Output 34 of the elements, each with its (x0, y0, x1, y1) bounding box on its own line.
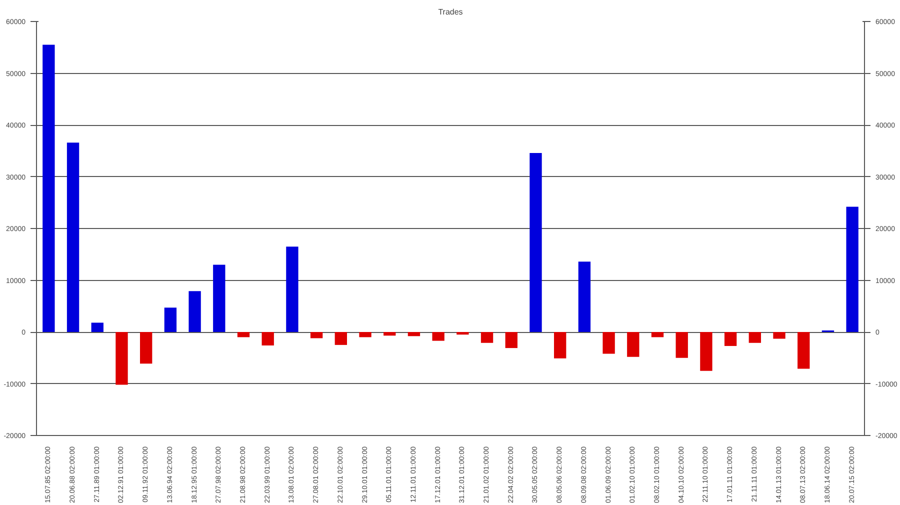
bar (530, 152, 542, 332)
bar (700, 332, 712, 371)
bar (408, 332, 420, 336)
bar (164, 308, 177, 332)
bar (42, 44, 55, 332)
bar (116, 332, 128, 385)
bar (286, 246, 298, 332)
bar (724, 332, 737, 346)
bar (773, 332, 786, 339)
bar (846, 206, 858, 332)
bar (140, 332, 152, 364)
bar (505, 332, 518, 348)
bar (456, 332, 469, 335)
bar (578, 262, 591, 332)
bar (651, 332, 664, 338)
bar (334, 332, 347, 345)
bar (66, 142, 80, 332)
bar (798, 332, 810, 369)
bar (602, 332, 615, 354)
bar (748, 332, 761, 343)
bar (384, 332, 396, 336)
bar (213, 264, 226, 332)
bar (310, 332, 323, 338)
bar (676, 332, 688, 358)
bar (188, 291, 201, 332)
bar (359, 332, 372, 338)
bar (432, 332, 444, 341)
bar (262, 332, 274, 346)
bar (91, 322, 104, 332)
bar (480, 332, 494, 343)
bar (627, 332, 640, 357)
bar (237, 332, 250, 338)
chart-title: Trades (438, 8, 463, 16)
bar (554, 332, 566, 358)
